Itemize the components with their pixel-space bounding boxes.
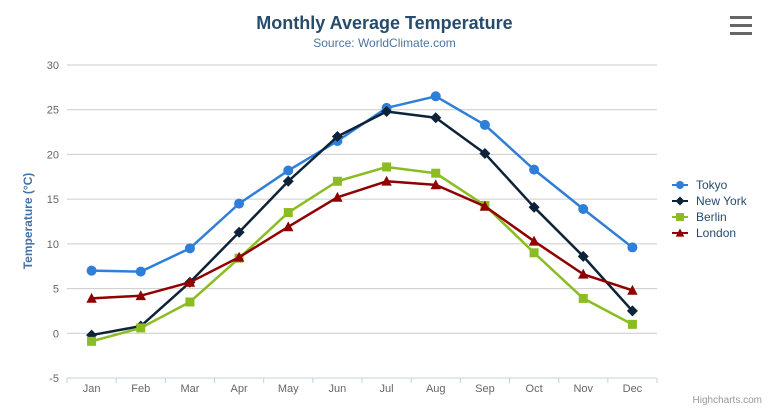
x-axis-tick-label: Nov bbox=[573, 383, 593, 395]
data-point[interactable] bbox=[86, 292, 97, 303]
x-axis-tick-label: May bbox=[278, 383, 299, 395]
x-axis-tick-label: Jan bbox=[83, 383, 101, 395]
y-axis-tick-label: 15 bbox=[47, 194, 59, 206]
x-axis-tick-label: Aug bbox=[426, 383, 446, 395]
chart-title: Monthly Average Temperature bbox=[256, 13, 513, 33]
legend-item-tokyo[interactable]: Tokyo bbox=[671, 178, 747, 192]
data-point[interactable] bbox=[479, 200, 491, 211]
data-point[interactable] bbox=[282, 175, 294, 187]
legend-item-berlin[interactable]: Berlin bbox=[671, 210, 747, 224]
data-point[interactable] bbox=[233, 226, 245, 238]
legend-marker-square-icon bbox=[672, 213, 688, 221]
series-line-berlin[interactable] bbox=[90, 165, 634, 343]
series-line-tokyo[interactable] bbox=[90, 95, 634, 273]
data-point[interactable] bbox=[184, 276, 196, 287]
data-point[interactable] bbox=[86, 265, 97, 276]
y-axis-tick-label: 5 bbox=[53, 284, 59, 296]
legend-label: New York bbox=[696, 194, 747, 208]
data-point[interactable] bbox=[135, 290, 146, 301]
series-line-new-york[interactable] bbox=[90, 110, 634, 337]
data-point bbox=[675, 228, 685, 237]
x-axis-tick-label: Jun bbox=[329, 383, 347, 395]
legend-marker-triangle-icon bbox=[672, 228, 688, 237]
data-point[interactable] bbox=[283, 208, 293, 218]
credits-link[interactable]: Highcharts.com bbox=[692, 395, 762, 406]
legend-label: Berlin bbox=[696, 210, 727, 224]
export-menu-button[interactable] bbox=[730, 16, 752, 36]
data-point[interactable] bbox=[431, 168, 441, 178]
y-axis-tick-label: 30 bbox=[47, 60, 59, 72]
data-point[interactable] bbox=[332, 176, 342, 186]
y-axis-tick-label: 10 bbox=[47, 239, 59, 251]
data-point[interactable] bbox=[234, 198, 245, 209]
data-point[interactable] bbox=[528, 201, 540, 213]
data-point[interactable] bbox=[627, 242, 638, 253]
data-point[interactable] bbox=[627, 319, 637, 329]
data-point bbox=[676, 181, 684, 189]
data-point[interactable] bbox=[332, 191, 343, 202]
y-axis-tick-label: 0 bbox=[53, 328, 59, 340]
data-point[interactable] bbox=[578, 203, 589, 214]
data-point[interactable] bbox=[430, 91, 441, 102]
data-point[interactable] bbox=[529, 164, 540, 175]
chart-subtitle: Source: WorldClimate.com bbox=[313, 36, 456, 50]
x-axis-tick-label: Sep bbox=[475, 383, 495, 395]
legend-marker-diamond-icon bbox=[672, 196, 688, 206]
y-axis-tick-label: 25 bbox=[47, 105, 59, 117]
x-axis-tick-label: Dec bbox=[623, 383, 643, 395]
data-point[interactable] bbox=[528, 235, 540, 246]
data-point[interactable] bbox=[479, 148, 491, 160]
y-axis-tick-label: -5 bbox=[49, 373, 59, 385]
data-point bbox=[675, 196, 685, 206]
legend: Tokyo New York Berlin London bbox=[671, 178, 747, 240]
data-point[interactable] bbox=[626, 305, 638, 317]
data-point[interactable] bbox=[283, 221, 294, 232]
legend-item-new-york[interactable]: New York bbox=[671, 194, 747, 208]
data-point[interactable] bbox=[331, 131, 343, 143]
data-point[interactable] bbox=[578, 268, 589, 279]
data-point[interactable] bbox=[430, 112, 442, 124]
series-line-london[interactable] bbox=[90, 180, 634, 300]
x-axis-tick-label: Apr bbox=[231, 383, 248, 395]
data-point[interactable] bbox=[430, 179, 441, 190]
legend-item-london[interactable]: London bbox=[671, 226, 747, 240]
x-axis-tick-label: Jul bbox=[380, 383, 394, 395]
data-point[interactable] bbox=[136, 323, 146, 333]
x-axis-tick-label: Oct bbox=[526, 383, 543, 395]
data-point[interactable] bbox=[578, 293, 588, 303]
data-point bbox=[676, 213, 684, 221]
x-axis-tick-label: Mar bbox=[180, 383, 199, 395]
data-point[interactable] bbox=[627, 284, 638, 295]
legend-label: London bbox=[696, 226, 737, 240]
data-point[interactable] bbox=[381, 106, 393, 118]
legend-label: Tokyo bbox=[696, 178, 728, 192]
data-point[interactable] bbox=[529, 248, 539, 258]
data-point[interactable] bbox=[87, 336, 97, 346]
data-point[interactable] bbox=[184, 243, 195, 254]
data-point[interactable] bbox=[185, 297, 195, 307]
data-point[interactable] bbox=[233, 251, 245, 262]
x-axis-tick-label: Feb bbox=[131, 383, 150, 395]
legend-marker-circle-icon bbox=[672, 181, 688, 189]
data-point[interactable] bbox=[479, 119, 490, 130]
hamburger-icon bbox=[730, 16, 752, 35]
data-point[interactable] bbox=[382, 162, 392, 172]
data-point[interactable] bbox=[577, 250, 589, 262]
data-point[interactable] bbox=[381, 175, 392, 186]
data-point[interactable] bbox=[135, 266, 146, 277]
data-point[interactable] bbox=[283, 165, 294, 176]
y-axis-tick-label: 20 bbox=[47, 149, 59, 161]
